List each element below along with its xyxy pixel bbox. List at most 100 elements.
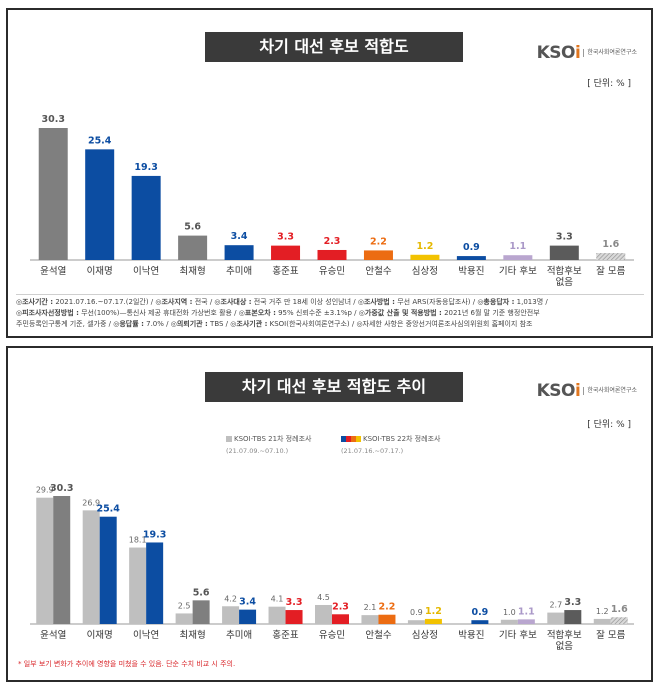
data-label: 0.9 bbox=[463, 242, 480, 253]
bar-9 bbox=[456, 256, 486, 260]
data-label-curr: 3.3 bbox=[286, 597, 303, 608]
bar-prev-3 bbox=[175, 613, 193, 624]
bar-prev-0 bbox=[36, 497, 54, 624]
data-label-curr: 3.4 bbox=[239, 597, 256, 608]
note-key: ◎피조사자선정방법 : bbox=[16, 309, 79, 317]
logo-text: KSO bbox=[536, 43, 576, 63]
note-value: 전국 거주 만 18세 이상 성인남녀 / bbox=[251, 298, 358, 306]
bar-prev-10 bbox=[500, 619, 518, 624]
legend-dates-prev: (21.07.09.~07.10.) bbox=[226, 447, 289, 455]
legend-swatch-prev bbox=[226, 436, 232, 442]
category-label: 기타 후보 bbox=[499, 266, 537, 277]
data-label: 5.6 bbox=[184, 222, 201, 233]
category-label: 잘 모름 bbox=[596, 629, 625, 641]
note-key: ◎조사지역 : bbox=[155, 298, 193, 306]
data-label: 2.2 bbox=[370, 236, 387, 247]
category-label: 이재명 bbox=[87, 630, 113, 641]
survey-notes: ◎조사기간 : 2021.07.16.~07.17.(2일간) / ◎조사지역 … bbox=[16, 294, 644, 330]
bar-curr-11 bbox=[564, 610, 582, 624]
bar-4 bbox=[224, 245, 254, 260]
note-value: ◎자세한 사항은 중앙선거여론조사심의위원회 홈페이지 참조 bbox=[356, 320, 533, 328]
note-key: ◎총응답자 : bbox=[477, 298, 515, 306]
bar-curr-2 bbox=[146, 542, 164, 624]
category-label: 이낙연 bbox=[133, 630, 159, 641]
data-label: 2.3 bbox=[324, 236, 341, 247]
logo-dot: i bbox=[574, 43, 581, 63]
bar-5 bbox=[271, 245, 301, 260]
bar-prev-4 bbox=[222, 606, 240, 624]
chart-panel-current: 차기 대선 후보 적합도 KSOi 한국사회여론연구소 [ 단위: % ] 30… bbox=[6, 8, 653, 338]
notes-line: ◎조사기간 : 2021.07.16.~07.17.(2일간) / ◎조사지역 … bbox=[16, 297, 644, 308]
note-value: 전국 / bbox=[192, 298, 215, 306]
logo-dot-2: i bbox=[574, 381, 581, 401]
note-value: 1,013명 / bbox=[514, 298, 548, 306]
bar-8 bbox=[410, 254, 440, 260]
data-label: 30.3 bbox=[42, 114, 65, 125]
category-label: 적합후보 bbox=[547, 265, 582, 277]
logo-subtitle-2: 한국사회여론연구소 bbox=[583, 387, 637, 395]
logo-subtitle: 한국사회여론연구소 bbox=[583, 49, 637, 57]
data-label-prev: 2.7 bbox=[549, 601, 562, 610]
bar-chart-trend: 29.930.3 윤석열 26.925.4 이재명 18.119.3 이낙연 2.55.6 최… bbox=[30, 483, 634, 652]
bar-chart-current: 30.3 윤석열 25.4 이재명 19.3 이낙연 5.6 최재형 3.4 추미애 3.3 홍준표 2… bbox=[30, 114, 634, 288]
bar-2 bbox=[131, 175, 161, 260]
bar-curr-1 bbox=[99, 516, 117, 624]
data-label: 3.3 bbox=[556, 232, 573, 243]
legend-swatch-curr bbox=[341, 436, 361, 442]
category-label: 심상정 bbox=[412, 266, 438, 277]
data-label-prev: 1.0 bbox=[503, 608, 516, 617]
bar-12 bbox=[596, 253, 626, 260]
data-label: 1.2 bbox=[417, 241, 434, 252]
bar-curr-12 bbox=[610, 617, 628, 624]
legend-dates-curr: (21.07.16.~07.17.) bbox=[341, 447, 404, 455]
category-label: 윤석열 bbox=[40, 630, 66, 641]
data-label-curr: 0.9 bbox=[471, 607, 488, 618]
bar-prev-1 bbox=[82, 510, 100, 624]
note-value: 2021년 6월 말 기준 행정안전부 bbox=[441, 309, 540, 317]
data-label: 19.3 bbox=[134, 162, 157, 173]
note-key: ◎표본오차 : bbox=[238, 309, 276, 317]
category-label: 안철수 bbox=[365, 630, 391, 641]
legend-item-prev: KSOI-TBS 21차 정례조사 (21.07.09.~07.10.) bbox=[226, 434, 311, 455]
data-label-prev: 26.9 bbox=[82, 498, 100, 507]
data-label-curr: 1.1 bbox=[518, 606, 535, 617]
data-label: 3.4 bbox=[231, 231, 248, 242]
data-label-curr: 1.6 bbox=[611, 604, 628, 615]
category-label: 박용진 bbox=[458, 630, 484, 641]
category-label: 기타 후보 bbox=[499, 630, 537, 641]
data-label: 3.3 bbox=[277, 232, 294, 243]
category-label: 유승민 bbox=[319, 266, 345, 277]
note-value: 95% 신뢰수준 ±3.1%p / bbox=[275, 309, 359, 317]
bar-curr-10 bbox=[517, 619, 535, 624]
category-label: 안철수 bbox=[365, 266, 391, 277]
data-label-prev: 2.5 bbox=[178, 601, 191, 610]
bar-prev-8 bbox=[407, 620, 425, 624]
note-value: 주민등록인구통계 기준, 셀가중 / bbox=[16, 320, 114, 328]
category-label: 없음 bbox=[556, 276, 574, 288]
category-label: 유승민 bbox=[319, 630, 345, 641]
legend-label-prev: KSOI-TBS 21차 정례조사 bbox=[234, 435, 312, 443]
category-label: 최재형 bbox=[179, 630, 205, 641]
bar-prev-11 bbox=[547, 612, 565, 624]
category-label: 적합후보 bbox=[547, 629, 582, 641]
category-label: 추미애 bbox=[226, 266, 252, 277]
note-key: ◎조사기간 : bbox=[16, 298, 54, 306]
note-value: KSOI(한국사회여론연구소) / bbox=[267, 320, 357, 328]
note-key: ◎조사기관 : bbox=[230, 320, 268, 328]
data-label-curr: 1.2 bbox=[425, 606, 442, 617]
category-label: 이재명 bbox=[87, 266, 113, 277]
legend-label-curr: KSOI-TBS 22차 정례조사 bbox=[363, 435, 441, 443]
note-value: 무선 ARS(자동응답조사) / bbox=[394, 298, 478, 306]
bar-curr-5 bbox=[285, 610, 303, 624]
note-value: TBS / bbox=[207, 320, 231, 328]
bar-curr-7 bbox=[378, 614, 396, 624]
ksoi-logo: KSOi 한국사회여론연구소 bbox=[537, 43, 637, 63]
bar-curr-6 bbox=[332, 614, 349, 624]
bar-11 bbox=[549, 245, 579, 260]
chart-title-trend: 차기 대선 후보 적합도 추이 bbox=[205, 372, 463, 402]
category-label: 홍준표 bbox=[272, 265, 298, 277]
bar-prev-2 bbox=[129, 547, 147, 624]
note-key: ◎의뢰기관 : bbox=[170, 320, 208, 328]
bar-3 bbox=[178, 235, 208, 260]
category-label: 이낙연 bbox=[133, 266, 159, 277]
